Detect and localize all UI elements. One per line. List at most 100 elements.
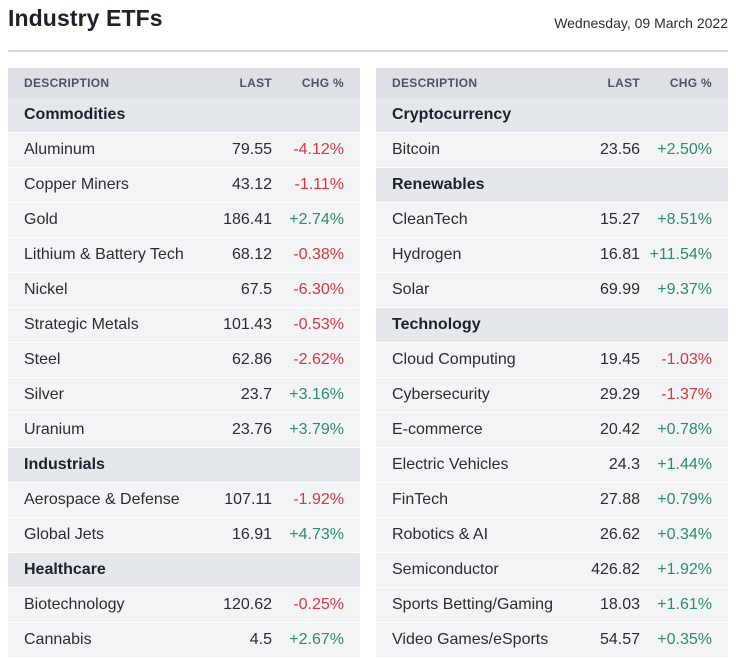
- table-row[interactable]: Aluminum 79.55 -4.12%: [8, 133, 360, 168]
- last-price: 4.5: [249, 631, 272, 648]
- etf-name[interactable]: Strategic Metals: [24, 316, 139, 333]
- column-header-chg[interactable]: CHG %: [301, 76, 344, 90]
- table-row[interactable]: Copper Miners 43.12 -1.11%: [8, 168, 360, 203]
- change-percent: +1.92%: [657, 561, 712, 578]
- table-row[interactable]: Hydrogen 16.81 +11.54%: [376, 238, 728, 273]
- change-percent: -1.11%: [294, 176, 344, 193]
- change-percent: +9.37%: [657, 281, 712, 298]
- last-price: 16.81: [599, 246, 640, 263]
- etf-name[interactable]: Gold: [24, 211, 58, 228]
- etf-name[interactable]: E-commerce: [392, 421, 483, 438]
- table-row[interactable]: Solar 69.99 +9.37%: [376, 273, 728, 308]
- etf-name[interactable]: Solar: [392, 281, 430, 298]
- column-header-last[interactable]: LAST: [239, 76, 272, 90]
- last-price: 23.56: [599, 141, 640, 158]
- table-row[interactable]: Robotics & AI 26.62 +0.34%: [376, 518, 728, 553]
- etf-name[interactable]: Steel: [24, 351, 61, 368]
- group-header-row: Technology: [376, 308, 728, 343]
- table-row[interactable]: Gold 186.41 +2.74%: [8, 203, 360, 238]
- etf-name[interactable]: Hydrogen: [392, 246, 462, 263]
- change-percent: +4.73%: [289, 526, 344, 543]
- change-percent: +1.44%: [657, 456, 712, 473]
- last-price: 101.43: [223, 316, 272, 333]
- last-price: 120.62: [223, 596, 272, 613]
- change-percent: -0.53%: [293, 316, 344, 333]
- change-percent: -6.30%: [293, 281, 344, 298]
- table-row[interactable]: Biotechnology 120.62 -0.25%: [8, 588, 360, 623]
- etf-name[interactable]: CleanTech: [392, 211, 468, 228]
- etf-name[interactable]: Aluminum: [24, 141, 96, 158]
- table-row[interactable]: E-commerce 20.42 +0.78%: [376, 413, 728, 448]
- table-row[interactable]: Nickel 67.5 -6.30%: [8, 273, 360, 308]
- etf-name[interactable]: Copper Miners: [24, 176, 129, 193]
- table-row[interactable]: Cloud Computing 19.45 -1.03%: [376, 343, 728, 378]
- table-row[interactable]: Lithium & Battery Tech 68.12 -0.38%: [8, 238, 360, 273]
- etf-name[interactable]: Video Games/eSports: [392, 631, 549, 648]
- group-header-row: Industrials: [8, 448, 360, 483]
- last-price: 26.62: [599, 526, 640, 543]
- last-price: 20.42: [599, 421, 640, 438]
- change-percent: -0.38%: [293, 246, 344, 263]
- table-row[interactable]: FinTech 27.88 +0.79%: [376, 483, 728, 518]
- change-percent: +0.79%: [657, 491, 712, 508]
- table-row[interactable]: Uranium 23.76 +3.79%: [8, 413, 360, 448]
- table-row[interactable]: CleanTech 15.27 +8.51%: [376, 203, 728, 238]
- etf-name[interactable]: Cannabis: [24, 631, 92, 648]
- last-price: 19.45: [599, 351, 640, 368]
- column-header-chg[interactable]: CHG %: [669, 76, 712, 90]
- group-label: Industrials: [24, 456, 105, 473]
- table-row[interactable]: Semiconductor 426.82 +1.92%: [376, 553, 728, 588]
- column-header-description[interactable]: DESCRIPTION: [24, 76, 110, 90]
- last-price: 79.55: [231, 141, 272, 158]
- group-header-row: Commodities: [8, 98, 360, 133]
- column-header-description[interactable]: DESCRIPTION: [392, 76, 478, 90]
- etf-name[interactable]: Cybersecurity: [392, 386, 490, 403]
- table-row[interactable]: Strategic Metals 101.43 -0.53%: [8, 308, 360, 343]
- table-row[interactable]: Aerospace & Defense 107.11 -1.92%: [8, 483, 360, 518]
- last-price: 68.12: [231, 246, 272, 263]
- last-price: 54.57: [599, 631, 640, 648]
- etf-name[interactable]: Lithium & Battery Tech: [24, 246, 184, 263]
- table-row[interactable]: Electric Vehicles 24.3 +1.44%: [376, 448, 728, 483]
- etf-name[interactable]: Electric Vehicles: [392, 456, 509, 473]
- table-row[interactable]: Cybersecurity 29.29 -1.37%: [376, 378, 728, 413]
- table-header: DESCRIPTION LAST CHG %: [8, 68, 360, 98]
- etf-name[interactable]: Global Jets: [24, 526, 105, 543]
- table-row[interactable]: Sports Betting/Gaming 18.03 +1.61%: [376, 588, 728, 623]
- table-row[interactable]: Cannabis 4.5 +2.67%: [8, 623, 360, 658]
- table-header: DESCRIPTION LAST CHG %: [376, 68, 728, 98]
- last-price: 107.11: [224, 491, 272, 508]
- etf-name[interactable]: Cloud Computing: [392, 351, 516, 368]
- group-label: Commodities: [24, 106, 126, 123]
- change-percent: -1.37%: [661, 386, 712, 403]
- etf-name[interactable]: Robotics & AI: [392, 526, 489, 543]
- column-header-last[interactable]: LAST: [607, 76, 640, 90]
- etf-name[interactable]: Bitcoin: [392, 141, 441, 158]
- etf-name[interactable]: FinTech: [392, 491, 449, 508]
- table-row[interactable]: Video Games/eSports 54.57 +0.35%: [376, 623, 728, 658]
- etf-name[interactable]: Aerospace & Defense: [24, 491, 180, 508]
- etf-name[interactable]: Silver: [24, 386, 65, 403]
- table-body: Cryptocurrency Bitcoin 23.56 +2.50% Renewabl…: [376, 98, 728, 658]
- etf-name[interactable]: Uranium: [24, 421, 85, 438]
- etf-name[interactable]: Nickel: [24, 281, 68, 298]
- etf-name[interactable]: Sports Betting/Gaming: [392, 596, 553, 613]
- change-percent: -2.62%: [293, 351, 344, 368]
- table-row[interactable]: Bitcoin 23.56 +2.50%: [376, 133, 728, 168]
- last-price: 16.91: [231, 526, 272, 543]
- last-price: 29.29: [599, 386, 640, 403]
- last-price: 23.7: [240, 386, 272, 403]
- change-percent: +2.74%: [289, 211, 344, 228]
- etf-name[interactable]: Semiconductor: [392, 561, 499, 578]
- change-percent: -0.25%: [293, 596, 344, 613]
- group-header-row: Renewables: [376, 168, 728, 203]
- table-row[interactable]: Steel 62.86 -2.62%: [8, 343, 360, 378]
- change-percent: +8.51%: [657, 211, 712, 228]
- table-row[interactable]: Silver 23.7 +3.16%: [8, 378, 360, 413]
- table-row[interactable]: Global Jets 16.91 +4.73%: [8, 518, 360, 553]
- etf-table-left: DESCRIPTION LAST CHG % Commodities Alumin…: [8, 68, 360, 658]
- etf-table-right: DESCRIPTION LAST CHG % Cryptocurrency Bit…: [376, 68, 728, 658]
- group-label: Renewables: [392, 176, 485, 193]
- last-price: 67.5: [240, 281, 272, 298]
- etf-name[interactable]: Biotechnology: [24, 596, 125, 613]
